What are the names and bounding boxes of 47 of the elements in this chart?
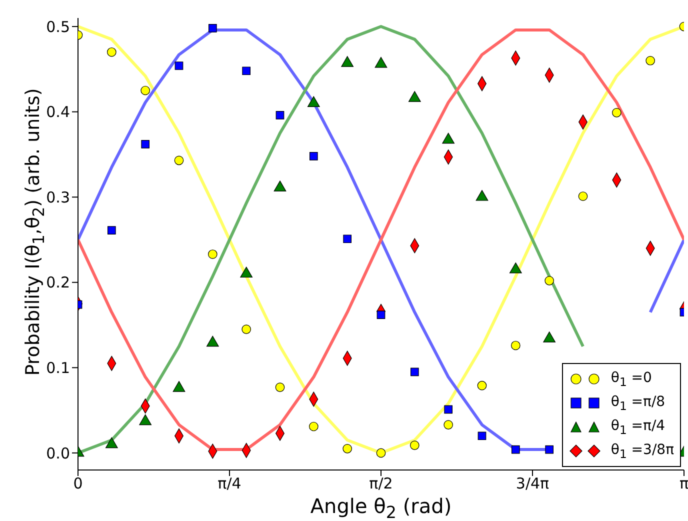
- point: [612, 108, 622, 118]
- point: [511, 445, 520, 454]
- legend-label: θ$_{1}$ =π/4: [610, 418, 666, 436]
- legend-label: θ$_{1}$ =0: [610, 370, 652, 388]
- x-tick-label: 3/4π: [516, 474, 550, 493]
- x-tick-label: π/2: [369, 474, 393, 493]
- point: [107, 226, 116, 235]
- y-tick-label: 0.1: [46, 358, 70, 377]
- x-axis-title: Angle θ$_{2}$ (rad): [309, 494, 453, 521]
- point: [174, 62, 184, 70]
- point: [174, 156, 184, 166]
- y-tick-label: 0.5: [46, 18, 70, 36]
- point: [343, 234, 352, 244]
- x-tick-label: π: [679, 474, 688, 493]
- point: [376, 310, 386, 319]
- point: [410, 440, 420, 450]
- point: [141, 140, 150, 148]
- point: [444, 405, 453, 414]
- point: [275, 382, 285, 392]
- point: [208, 24, 217, 32]
- point: [477, 380, 487, 390]
- point: [544, 276, 554, 286]
- point: [242, 324, 252, 334]
- point: [578, 192, 588, 201]
- point: [376, 448, 386, 458]
- legend-label: θ$_{1}$ =3/8π: [610, 442, 674, 460]
- point: [242, 66, 251, 76]
- x-tick-label: 0: [73, 474, 83, 493]
- point: [309, 152, 318, 160]
- legend-label: θ$_{1}$ =π/8: [610, 394, 666, 412]
- point: [208, 250, 218, 259]
- point: [444, 420, 454, 430]
- y-tick-label: 0.4: [46, 103, 70, 122]
- point: [342, 444, 352, 454]
- point: [478, 432, 486, 440]
- point: [510, 340, 520, 350]
- y-tick-label: 0.3: [46, 188, 70, 206]
- point: [410, 368, 419, 376]
- point: [646, 56, 656, 66]
- y-tick-label: 0.0: [46, 444, 70, 462]
- point: [276, 111, 284, 120]
- x-tick-label: π/4: [218, 474, 242, 493]
- y-tick-label: 0.2: [46, 274, 70, 292]
- point: [545, 445, 554, 454]
- point: [308, 422, 318, 432]
- point: [106, 47, 116, 57]
- point: [140, 86, 150, 96]
